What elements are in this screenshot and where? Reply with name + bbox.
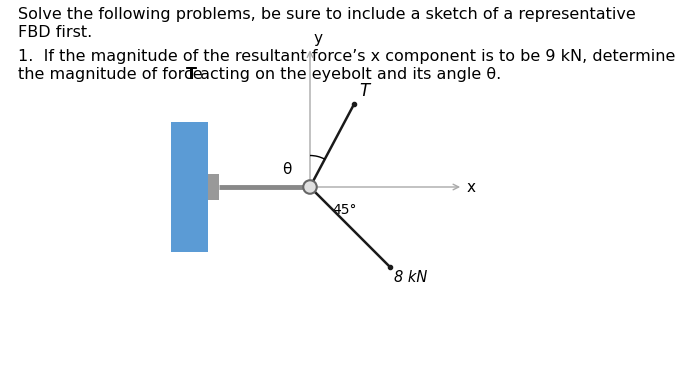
Text: FBD first.: FBD first. bbox=[18, 25, 92, 40]
Text: Solve the following problems, be sure to include a sketch of a representative: Solve the following problems, be sure to… bbox=[18, 7, 636, 22]
Text: 8 kN: 8 kN bbox=[393, 270, 427, 285]
Text: 45°: 45° bbox=[332, 203, 356, 217]
Text: 1.  If the magnitude of the resultant force’s x component is to be 9 kN, determi: 1. If the magnitude of the resultant for… bbox=[18, 49, 676, 64]
Text: T: T bbox=[359, 82, 370, 100]
Text: x: x bbox=[467, 181, 476, 196]
Bar bbox=[209, 175, 219, 200]
Text: θ: θ bbox=[281, 162, 291, 177]
Text: acting on the eyebolt and its angle θ.: acting on the eyebolt and its angle θ. bbox=[195, 67, 501, 82]
Text: T: T bbox=[186, 67, 197, 82]
Circle shape bbox=[303, 180, 316, 194]
Text: the magnitude of force: the magnitude of force bbox=[18, 67, 208, 82]
Text: y: y bbox=[313, 31, 322, 45]
Bar bbox=[171, 122, 209, 252]
